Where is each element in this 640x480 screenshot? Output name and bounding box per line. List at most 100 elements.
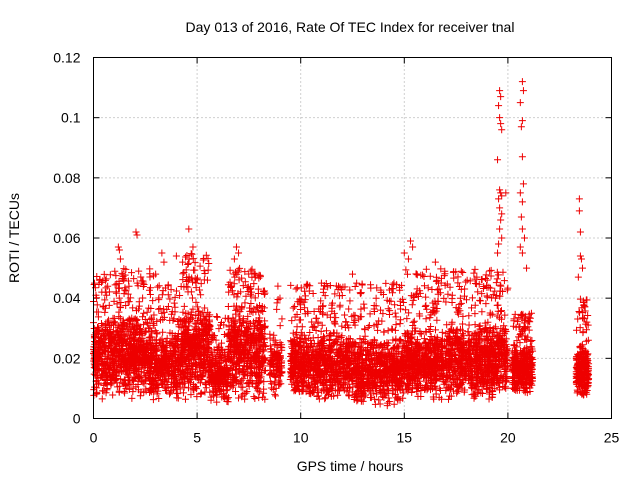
data-point <box>289 304 297 312</box>
data-point <box>409 318 417 326</box>
data-point <box>125 385 133 393</box>
data-point <box>172 287 180 295</box>
data-point <box>408 301 416 309</box>
data-point <box>155 294 163 302</box>
data-point <box>156 305 164 313</box>
data-point <box>351 282 359 290</box>
y-tick-label: 0.06 <box>53 230 80 246</box>
data-point <box>149 396 157 404</box>
y-tick-label: 0.12 <box>53 50 80 66</box>
data-point <box>147 305 155 313</box>
data-point <box>276 322 284 330</box>
data-point <box>140 309 148 317</box>
data-point <box>351 312 359 320</box>
data-point <box>382 279 390 287</box>
data-point <box>143 308 151 316</box>
data-points <box>90 78 593 410</box>
data-point <box>201 304 209 312</box>
data-point <box>402 306 410 314</box>
data-point <box>331 290 339 298</box>
data-point <box>100 270 108 278</box>
data-point <box>134 380 142 388</box>
data-point <box>148 315 156 323</box>
data-point <box>200 267 208 275</box>
data-point <box>122 301 130 309</box>
data-point <box>120 290 128 298</box>
data-point <box>105 364 113 372</box>
data-point <box>102 275 110 283</box>
data-point <box>215 325 223 333</box>
data-point <box>171 293 179 301</box>
data-point <box>111 267 119 275</box>
data-point <box>108 374 116 382</box>
data-point <box>321 292 329 300</box>
data-point <box>433 316 441 324</box>
x-tick-label: 5 <box>193 430 201 446</box>
data-point <box>336 301 344 309</box>
data-point <box>159 328 167 336</box>
data-point <box>118 342 126 350</box>
data-point <box>115 277 123 285</box>
data-point <box>396 335 404 343</box>
data-point <box>391 301 399 309</box>
data-point <box>199 256 207 264</box>
data-point <box>420 273 428 281</box>
data-point <box>190 266 198 274</box>
data-point <box>179 270 187 278</box>
y-tick-label: 0.1 <box>61 110 81 126</box>
data-point <box>105 301 113 309</box>
data-point <box>413 270 421 278</box>
data-point <box>118 269 126 277</box>
data-point <box>184 259 192 267</box>
data-point <box>114 323 122 331</box>
x-tick-label: 0 <box>90 430 98 446</box>
data-point <box>101 308 109 316</box>
data-point <box>155 395 163 403</box>
data-point <box>259 307 267 315</box>
data-point <box>90 325 98 333</box>
data-point <box>192 298 200 306</box>
data-point <box>121 321 129 329</box>
data-point <box>115 313 123 321</box>
data-point <box>367 394 375 402</box>
data-point <box>376 400 384 408</box>
data-point <box>109 318 117 326</box>
data-point <box>405 309 413 317</box>
data-point <box>422 301 430 309</box>
data-point <box>103 291 111 299</box>
data-point <box>332 314 340 322</box>
data-point <box>118 333 126 341</box>
data-point <box>278 315 286 323</box>
data-point <box>133 328 141 336</box>
x-tick-label: 10 <box>293 430 309 446</box>
data-point <box>126 316 134 324</box>
data-point <box>142 376 150 384</box>
data-point <box>169 316 177 324</box>
data-point <box>438 328 446 336</box>
data-point <box>146 333 154 341</box>
data-point <box>149 297 157 305</box>
data-point <box>101 304 109 312</box>
data-point <box>273 305 281 313</box>
data-point <box>122 382 130 390</box>
data-point <box>139 350 147 358</box>
data-point <box>338 322 346 330</box>
data-point <box>346 286 354 294</box>
data-point <box>341 311 349 319</box>
data-point <box>179 389 187 397</box>
data-point <box>136 336 144 344</box>
data-point <box>205 259 213 267</box>
data-point <box>422 265 430 273</box>
data-point <box>130 375 138 383</box>
data-point <box>158 291 166 299</box>
data-point <box>389 285 397 293</box>
data-point <box>396 320 404 328</box>
data-point <box>93 388 101 396</box>
data-point <box>103 379 111 387</box>
data-point <box>135 386 143 394</box>
data-point <box>392 321 400 329</box>
data-point <box>124 298 132 306</box>
data-point <box>250 393 258 401</box>
data-point <box>360 304 368 312</box>
